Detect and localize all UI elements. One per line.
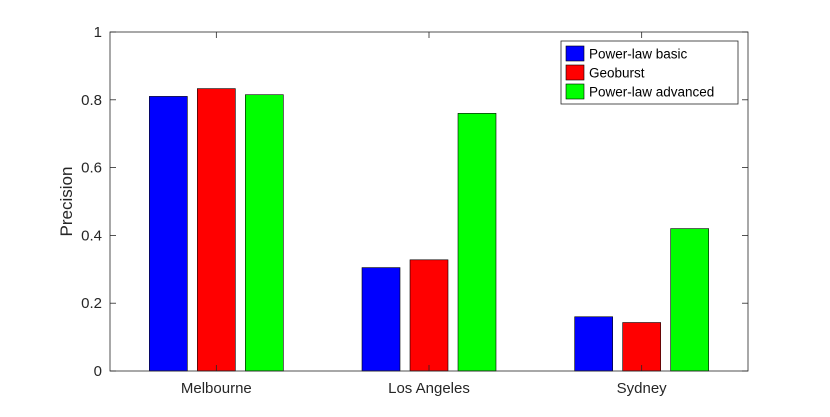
y-tick-label: 0.8 — [81, 92, 102, 109]
bar-power-law-basic-los-angeles — [361, 267, 401, 372]
x-tick-label: Los Angeles — [388, 380, 470, 397]
bar-power-law-basic-sydney — [574, 316, 613, 372]
y-tick-label: 0.2 — [81, 295, 102, 312]
y-tick-label: 0 — [94, 363, 102, 380]
y-axis-label: Precision — [57, 167, 76, 237]
x-tick-label: Melbourne — [181, 380, 252, 397]
legend-label: Power-law basic — [589, 47, 688, 62]
bar-geoburst-los-angeles — [409, 259, 449, 372]
legend-box — [560, 40, 739, 105]
bar-power-law-advanced-melbourne — [245, 94, 284, 372]
bar-power-law-advanced-sydney — [670, 228, 709, 372]
bar-geoburst-sydney — [622, 322, 661, 372]
legend-swatch — [565, 45, 585, 62]
x-tick-label: Sydney — [617, 380, 668, 397]
bar-geoburst-melbourne — [197, 88, 236, 372]
bars-group — [149, 88, 709, 372]
y-tick-label: 1 — [94, 24, 102, 41]
y-tick-label: 0.6 — [81, 160, 102, 177]
bar-power-law-advanced-los-angeles — [457, 113, 497, 372]
legend: Power-law basic Geoburst Power-law advance… — [560, 40, 739, 105]
legend-swatch — [565, 83, 585, 100]
legend-label: Geoburst — [589, 66, 645, 81]
bar-power-law-basic-melbourne — [149, 96, 188, 372]
axes-group: 0 0.2 0.4 0.6 0.8 1 Melbourne Los Angeles Sydney — [81, 24, 749, 397]
y-tick-label: 0.4 — [81, 227, 102, 244]
legend-label: Power-law advanced — [589, 85, 714, 100]
legend-swatch — [565, 64, 585, 81]
